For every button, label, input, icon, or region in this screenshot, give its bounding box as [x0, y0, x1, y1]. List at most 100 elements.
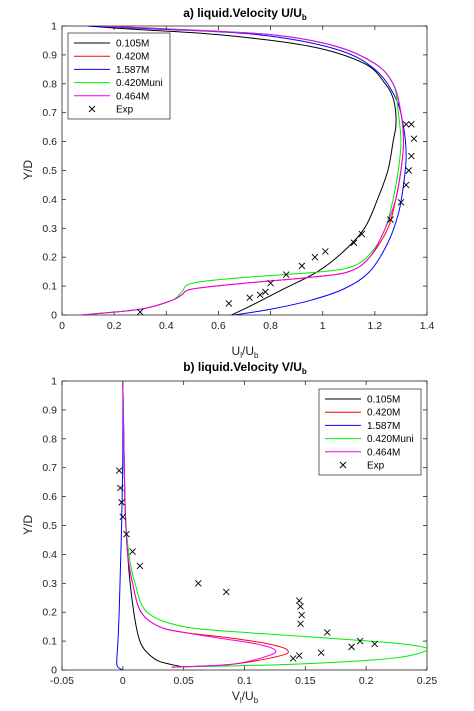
chart-a-exp-point [402, 120, 410, 128]
chart-b-x-tick-label: -0.05 [50, 675, 74, 687]
chart-a-exp-point [408, 152, 415, 160]
chart-b-exp-point [317, 649, 325, 656]
chart-a-exp-point [311, 253, 319, 261]
chart-b-exp-point [194, 579, 202, 587]
chart-b-exp-point [118, 499, 125, 506]
chart-a-series-line-1-587m [88, 26, 407, 315]
chart-a-x-tick-label: 0 [59, 320, 65, 332]
chart-b-x-tick-label: 0.25 [417, 675, 438, 687]
chart-b-legend-box [318, 388, 422, 476]
chart-a-y-tick-label: 0.3 [42, 223, 57, 235]
chart-a-series-group [80, 26, 418, 315]
chart-a-y-tick-label: 0.6 [42, 136, 57, 148]
chart-a-exp-point [402, 181, 410, 189]
chart-a-exp-point [256, 291, 264, 299]
chart-b-series-line-0-464m [122, 381, 277, 668]
chart-b-exp-point [117, 484, 124, 492]
chart-b-exp-point [129, 548, 136, 555]
chart-b-legend-label-0-105m: 0.105M [367, 395, 400, 406]
chart-a-legend-label-exp: Exp [116, 105, 134, 116]
chart-a-legend-box [67, 32, 171, 120]
chart-b-y-tick-label: 0.7 [42, 462, 57, 474]
chart-b-legend-label-1-587m: 1.587M [367, 421, 400, 432]
chart-a-y-tick-label: 0.2 [42, 252, 57, 264]
chart-a-legend: 0.105M 0.420M 1.587M 0.420Muni 0.464M Exp [67, 32, 171, 120]
chart-a-exp-point [408, 120, 415, 128]
chart-b-y-tick-label: 0 [51, 665, 57, 677]
chart-a-exp-point [405, 167, 413, 174]
chart-b-y-tick-label: 0.6 [42, 491, 57, 503]
chart-b-y-tick-label: 0.8 [42, 433, 57, 445]
chart-b-exp-point [222, 588, 230, 596]
chart-a-legend-swatch-exp [88, 105, 96, 113]
chart-a-y-axis-label: Y/D [21, 160, 35, 180]
chart-a-legend-label-0-420muni: 0.420Muni [116, 78, 163, 89]
chart-a: a) liquid.Velocity U/Ub 0 0.2 0.4 0.6 0.8 1 1.… [21, 6, 434, 360]
chart-b-x-tick-label: 0.05 [173, 675, 194, 687]
chart-b-x-tick-label: 0 [120, 675, 126, 687]
chart-a-exp-point [397, 198, 405, 206]
chart-b-exp-point [119, 513, 127, 521]
chart-b-y-tick-label: 0.9 [42, 404, 57, 416]
chart-a-exp-point [350, 239, 358, 247]
chart-a-legend-label-1-587m: 1.587M [116, 65, 149, 76]
chart-b-exp-point [123, 530, 130, 538]
chart-b-y-axis-label: Y/D [21, 515, 35, 535]
chart-b-series-line-1-587m [116, 381, 124, 670]
chart-b-legend-label-0-420muni: 0.420Muni [367, 434, 414, 445]
chart-a-y-tick-label: 0.4 [42, 194, 57, 206]
chart-b-x-tick-label: 0.2 [359, 675, 374, 687]
chart-b-exp-point [297, 603, 304, 610]
chart-a-exp-point [322, 248, 329, 255]
chart-b-y-tick-label: 0.5 [42, 520, 57, 532]
chart-a-exp-point [225, 300, 233, 307]
chart-b-legend: 0.105M 0.420M 1.587M 0.420Muni 0.464M Exp [318, 388, 422, 476]
chart-a-exp-point [136, 308, 144, 315]
chart-b-exp-point [297, 620, 304, 628]
chart-a-y-tick-label: 0.7 [42, 107, 57, 119]
chart-b: b) liquid.Velocity V/Ub -0.05 0 0.05 0.1 0.1… [21, 360, 437, 705]
chart-a-plot-area: 0 0.2 0.4 0.6 0.8 1 1.2 1.4 0 0.1 0.2 0.3 0.4 0.5 0.6 0… [42, 21, 434, 333]
chart-a-series-line-0-464m [80, 26, 405, 315]
chart-a-y-tick-label: 0.9 [42, 49, 57, 61]
chart-a-legend-label-0-464m: 0.464M [116, 91, 149, 102]
chart-a-exp-point [298, 262, 306, 270]
chart-b-y-tick-label: 0.1 [42, 636, 57, 648]
chart-b-exp-point [298, 611, 306, 619]
chart-b-exp-point [115, 467, 123, 474]
chart-a-x-axis-label: Ul/Ub [232, 344, 259, 360]
chart-b-exp-point [289, 655, 297, 662]
chart-b-x-axis-label: Vl/Ub [232, 689, 259, 705]
chart-b-series-group [115, 381, 427, 670]
chart-a-exp-point [387, 216, 394, 223]
chart-a-legend-label-0-420m: 0.420M [116, 52, 149, 63]
chart-b-legend-swatch-exp [339, 461, 347, 469]
chart-b-exp-point [348, 643, 355, 651]
chart-b-exp-point [356, 637, 364, 645]
chart-a-x-tick-label: 0.4 [159, 320, 174, 332]
chart-b-legend-label-0-420m: 0.420M [367, 408, 400, 419]
chart-a-x-tick-label: 1 [320, 320, 326, 332]
chart-a-exp-point [246, 294, 254, 301]
chart-a-exp-point [358, 230, 366, 238]
chart-a-x-tick-label: 0.2 [107, 320, 122, 332]
chart-a-exp-point [282, 271, 290, 278]
chart-a-y-tick-label: 0.8 [42, 78, 57, 90]
chart-b-y-tick-label: 1 [51, 376, 57, 388]
chart-a-x-tick-label: 1.4 [420, 320, 435, 332]
chart-b-exp-point [323, 629, 331, 636]
chart-b-x-tick-label: 0.1 [237, 675, 252, 687]
chart-a-exp-point [262, 288, 269, 296]
chart-b-y-tick-label: 0.2 [42, 607, 57, 619]
chart-a-y-tick-label: 0.5 [42, 165, 57, 177]
chart-a-exp-point [267, 279, 274, 287]
chart-b-legend-label-0-464m: 0.464M [367, 447, 400, 458]
chart-a-x-tick-label: 0.8 [263, 320, 278, 332]
chart-a-x-tick-label: 1.2 [368, 320, 383, 332]
chart-b-title: b) liquid.Velocity V/Ub [183, 360, 307, 376]
chart-b-y-tick-label: 0.3 [42, 578, 57, 590]
chart-b-exp-point [371, 640, 379, 648]
chart-a-y-tick-label: 0 [51, 310, 57, 322]
chart-b-y-tick-label: 0.4 [42, 549, 57, 561]
chart-b-x-tick-label: 0.15 [295, 675, 316, 687]
